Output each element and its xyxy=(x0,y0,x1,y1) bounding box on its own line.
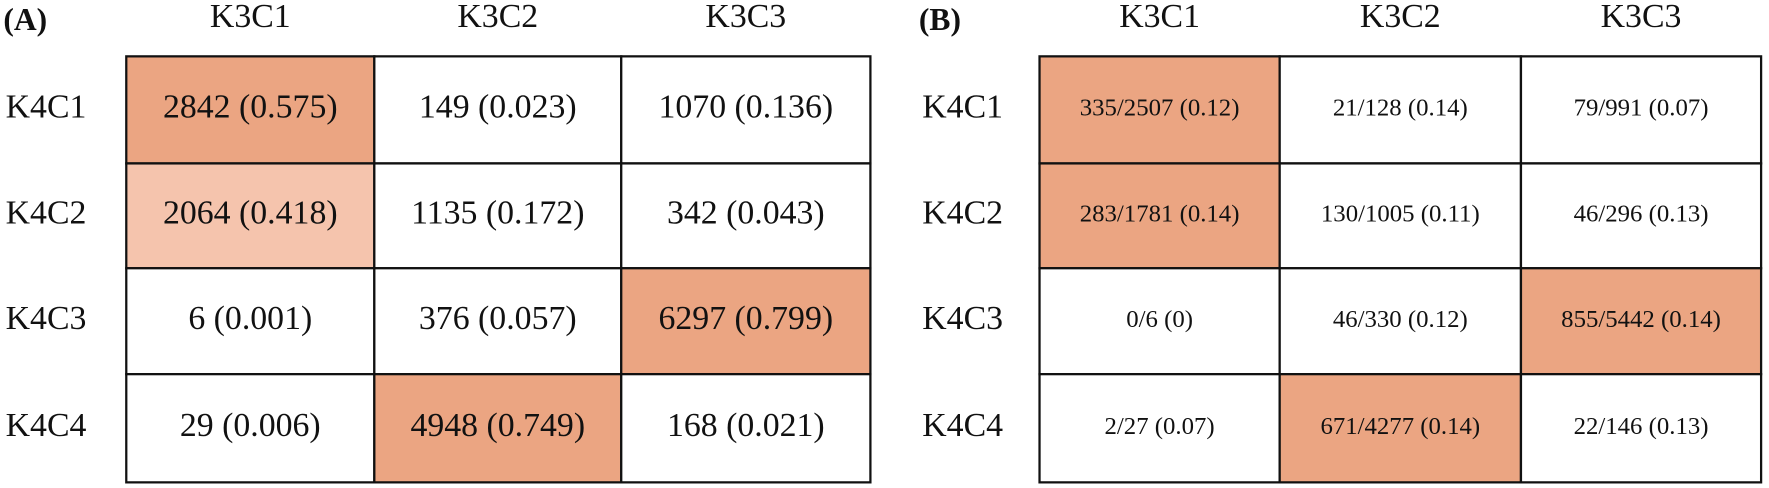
cell-text: 22/146 (0.13) xyxy=(1574,413,1709,440)
cell-text: 855/5442 (0.14) xyxy=(1561,306,1721,333)
cell xyxy=(1278,373,1523,484)
cell-text: 342 (0.043) xyxy=(667,195,825,232)
column-header: K3C3 xyxy=(1601,0,1682,35)
cell-text: 168 (0.021) xyxy=(667,407,825,444)
cell-text: 0/6 (0) xyxy=(1126,306,1193,333)
cell xyxy=(1278,267,1523,376)
cell xyxy=(620,373,872,484)
cell-text: 6 (0.001) xyxy=(188,300,312,337)
cell xyxy=(1519,373,1763,484)
column-header: K3C1 xyxy=(210,0,291,35)
cell-text: 283/1781 (0.14) xyxy=(1080,201,1240,228)
cell xyxy=(1038,162,1281,270)
column-header: K3C3 xyxy=(705,0,786,35)
cell xyxy=(620,55,872,165)
cell-text: 21/128 (0.14) xyxy=(1333,95,1468,122)
column-header: K3C1 xyxy=(1119,0,1200,35)
row-header: K4C1 xyxy=(922,89,1003,126)
cell-text: 79/991 (0.07) xyxy=(1574,95,1709,122)
cell-text: 335/2507 (0.12) xyxy=(1080,95,1240,122)
cell-text: 4948 (0.749) xyxy=(410,407,585,444)
cell-text: 130/1005 (0.11) xyxy=(1321,201,1480,228)
cell xyxy=(1519,162,1763,270)
cell xyxy=(125,162,376,270)
cell-text: 6297 (0.799) xyxy=(658,300,833,337)
cell xyxy=(1519,55,1763,165)
cell-text: 376 (0.057) xyxy=(419,300,577,337)
cell-text: 671/4277 (0.14) xyxy=(1320,413,1480,440)
cell xyxy=(125,373,376,484)
column-header: K3C2 xyxy=(457,0,538,35)
cell xyxy=(373,267,623,376)
row-header: K4C3 xyxy=(922,300,1003,337)
row-header: K4C1 xyxy=(6,89,87,126)
row-header: K4C2 xyxy=(6,195,87,232)
cell-text: 2842 (0.575) xyxy=(163,89,338,126)
panel-label: (A) xyxy=(3,2,47,37)
cell-text: 1135 (0.172) xyxy=(411,195,584,232)
row-header: K4C2 xyxy=(922,195,1003,232)
cell xyxy=(373,55,623,165)
cell-text: 2064 (0.418) xyxy=(163,195,338,232)
cell xyxy=(1038,373,1281,484)
column-header: K3C2 xyxy=(1360,0,1441,35)
cell-text: 2/27 (0.07) xyxy=(1105,413,1215,440)
row-header: K4C4 xyxy=(6,407,87,444)
cell-text: 46/330 (0.12) xyxy=(1333,306,1468,333)
cell-text: 29 (0.006) xyxy=(180,407,321,444)
panel-label: (B) xyxy=(919,2,961,37)
row-header: K4C4 xyxy=(922,407,1003,444)
cell xyxy=(1278,162,1523,270)
cell xyxy=(620,162,872,270)
cell-text: 46/296 (0.13) xyxy=(1574,201,1709,228)
cell xyxy=(1519,267,1763,376)
cell xyxy=(125,55,376,165)
cell-text: 149 (0.023) xyxy=(419,89,577,126)
row-header: K4C3 xyxy=(6,300,87,337)
cell xyxy=(1278,55,1523,165)
cell xyxy=(1038,267,1281,376)
cell-text: 1070 (0.136) xyxy=(658,89,833,126)
